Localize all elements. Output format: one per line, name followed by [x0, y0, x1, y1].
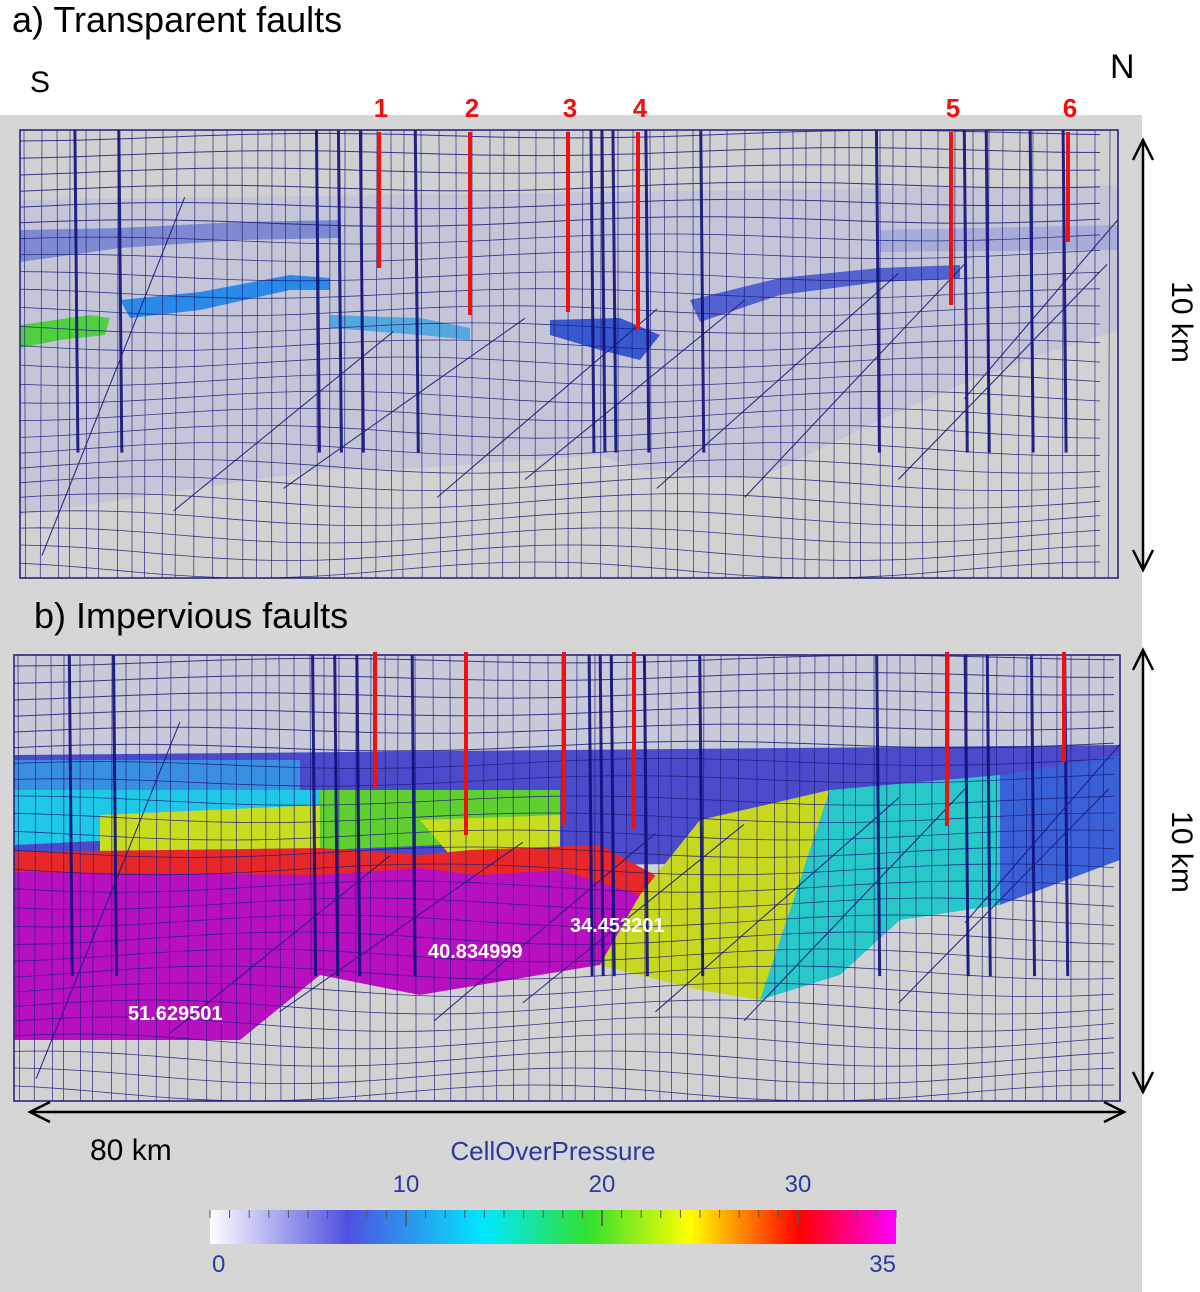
value-label-1: 51.629501 — [128, 1003, 223, 1025]
fault-label-6: 6 — [1063, 93, 1077, 123]
width-arrow — [27, 1100, 1127, 1124]
colorbar: CellOverPressure 0 35 10 20 30 — [209, 1136, 897, 1278]
width-label: 80 km — [90, 1134, 172, 1167]
colorbar-tick-label-10: 10 — [393, 1171, 420, 1198]
fault-label-2: 2 — [465, 93, 479, 123]
fault-label-3: 3 — [563, 93, 577, 123]
layer-band-a2 — [120, 275, 330, 318]
colorbar-tick-label-30: 30 — [785, 1171, 812, 1198]
layer-band-a3 — [20, 315, 110, 348]
basement-a — [20, 330, 1118, 578]
depth-arrow-b — [1131, 647, 1155, 1095]
value-label-3: 34.453201 — [570, 915, 665, 937]
depth-arrow-a — [1131, 137, 1155, 573]
overpressure-zone-low — [14, 655, 1120, 755]
panel-b-title: b) Impervious faults — [34, 595, 348, 636]
depth-label-b: 10 km — [1165, 811, 1198, 893]
north-label: N — [1110, 48, 1135, 86]
fault-label-4: 4 — [633, 93, 648, 123]
mesh-grid-a — [20, 130, 1118, 578]
south-label: S — [30, 66, 50, 99]
layer-band-a7 — [880, 225, 1118, 252]
colorbar-tick-label-20: 20 — [589, 1171, 616, 1198]
fault-label-1: 1 — [374, 93, 388, 123]
value-label-2: 40.834999 — [428, 941, 523, 963]
fault-markers-a: 1 2 3 4 5 6 — [374, 93, 1077, 330]
colorbar-max-label: 35 — [869, 1251, 896, 1278]
section-impervious-faults: 51.629501 40.834999 34.453201 — [13, 652, 1121, 1102]
section-b-border — [13, 654, 1121, 1102]
depth-label-a: 10 km — [1165, 281, 1198, 363]
fault-markers-b — [373, 652, 1066, 835]
fault-label-5: 5 — [946, 93, 960, 123]
sediment-a — [20, 185, 1118, 515]
colorbar-title: CellOverPressure — [450, 1136, 655, 1166]
layer-band-a4 — [330, 315, 470, 340]
colorbar-min-label: 0 — [212, 1251, 225, 1278]
section-a-border — [19, 129, 1119, 579]
panel-a-title: a) Transparent faults — [12, 0, 342, 40]
section-transparent-faults: 1 2 3 4 5 6 — [19, 93, 1119, 579]
colorbar-ticks — [209, 1210, 897, 1226]
colorbar-gradient — [210, 1210, 896, 1244]
overpressure-zone-yellow-c — [600, 790, 830, 1000]
